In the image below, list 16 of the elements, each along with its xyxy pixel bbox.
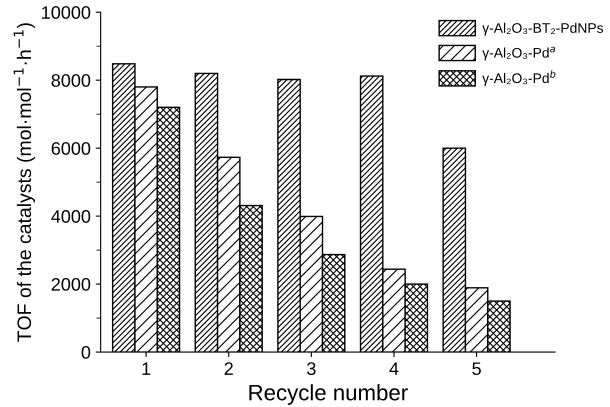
legend-label: γ-Al₂O₃-BT₂-PdNPs	[482, 22, 604, 36]
legend-label: γ-Al₂O₃-Pd$^{b}$	[482, 70, 556, 86]
y-axis-title: TOF of the catalysts (mol·mol$^{−1}$·h$^{−1}$)	[14, 23, 35, 342]
y-tick-label: 4000	[51, 210, 90, 223]
x-tick-label: 1	[142, 362, 150, 375]
x-tick-label: 4	[389, 362, 398, 375]
x-tick-label: 5	[472, 362, 481, 376]
legend-label: γ-Al₂O₃-Pd$^{a}$	[482, 46, 556, 60]
y-tick-label: 8000	[52, 74, 90, 87]
y-tick-label: 10000	[42, 6, 90, 19]
y-tick-label: 6000	[52, 142, 90, 155]
y-tick-label: 2000	[52, 278, 90, 291]
x-tick-label: 2	[224, 362, 233, 375]
x-tick-label: 3	[307, 362, 316, 376]
y-tick-label: 0	[82, 346, 90, 359]
x-axis-title: Recycle number	[249, 384, 408, 405]
